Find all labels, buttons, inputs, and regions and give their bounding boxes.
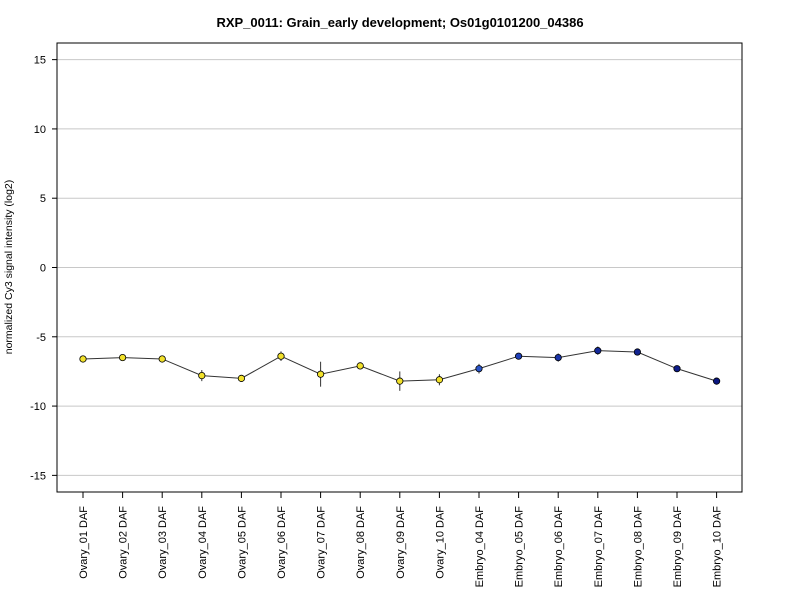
data-point [79, 355, 87, 363]
x-tick-label: Ovary_05 DAF [236, 506, 248, 579]
data-points [79, 347, 721, 385]
x-tick-label: Ovary_02 DAF [118, 506, 130, 579]
x-tick-label: Ovary_10 DAF [434, 506, 446, 579]
x-tick-label: Ovary_03 DAF [157, 506, 169, 579]
y-tick-label: 0 [40, 263, 46, 275]
data-point [435, 376, 443, 384]
x-axis: Ovary_01 DAF Ovary_02 DAF Ovary_03 DAF Ovar… [78, 492, 724, 587]
chart-title: RXP_0011: Grain_early development; Os01g… [216, 15, 583, 30]
data-point [316, 370, 325, 378]
data-point [594, 347, 602, 355]
y-tick-label: -15 [30, 470, 46, 482]
x-tick-label: Embryo_09 DAF [672, 506, 684, 588]
data-point [158, 355, 166, 363]
x-tick-label: Embryo_06 DAF [553, 506, 565, 588]
y-tick-label: -5 [36, 332, 46, 344]
data-point [475, 365, 483, 373]
x-tick-label: Embryo_10 DAF [712, 506, 724, 588]
x-tick-label: Embryo_08 DAF [632, 506, 644, 588]
data-point [633, 348, 642, 356]
y-axis-label: normalized Cy3 signal intensity (log2) [3, 180, 15, 355]
x-tick-label: Embryo_05 DAF [514, 506, 526, 588]
x-tick-label: Ovary_06 DAF [276, 506, 288, 579]
data-point [514, 352, 523, 360]
y-tick-label: 10 [34, 124, 46, 136]
x-tick-label: Ovary_07 DAF [316, 506, 328, 579]
y-tick-label: 5 [40, 193, 46, 205]
data-point [237, 374, 245, 382]
data-point [198, 371, 206, 380]
y-tick-label: 15 [34, 55, 46, 67]
x-tick-label: Embryo_04 DAF [474, 506, 486, 588]
data-point [554, 353, 562, 362]
grid-lines [57, 59, 742, 476]
x-tick-label: Ovary_09 DAF [395, 506, 407, 579]
x-tick-label: Ovary_01 DAF [78, 506, 90, 579]
data-point [396, 377, 404, 385]
x-tick-label: Ovary_08 DAF [355, 506, 367, 579]
data-point [277, 352, 285, 360]
y-tick-label: -10 [30, 401, 46, 413]
data-point [673, 365, 681, 373]
data-point [356, 362, 364, 370]
y-axis: 15 10 5 0 -5 -10 -15 [30, 55, 57, 482]
x-tick-label: Embryo_07 DAF [593, 506, 605, 588]
data-point [712, 377, 721, 385]
data-point [119, 353, 127, 362]
x-tick-label: Ovary_04 DAF [197, 506, 209, 579]
